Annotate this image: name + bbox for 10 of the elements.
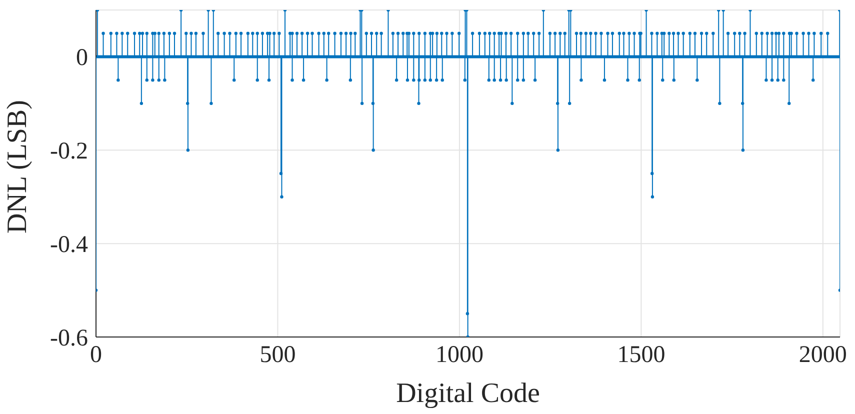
y-tick-label: -0.4 (50, 232, 88, 258)
x-tick-label: 2000 (798, 342, 847, 368)
x-tick-label: 1000 (435, 342, 484, 368)
x-tick-label: 500 (260, 342, 296, 368)
y-tick-label: -0.2 (50, 138, 88, 165)
y-tick-label: 0 (76, 45, 88, 72)
x-axis-title: Digital Code (396, 378, 540, 409)
x-tick-label: 1500 (617, 342, 666, 368)
y-axis-title: DNL (LSB) (2, 100, 33, 234)
y-tick-label: -0.6 (50, 326, 88, 352)
